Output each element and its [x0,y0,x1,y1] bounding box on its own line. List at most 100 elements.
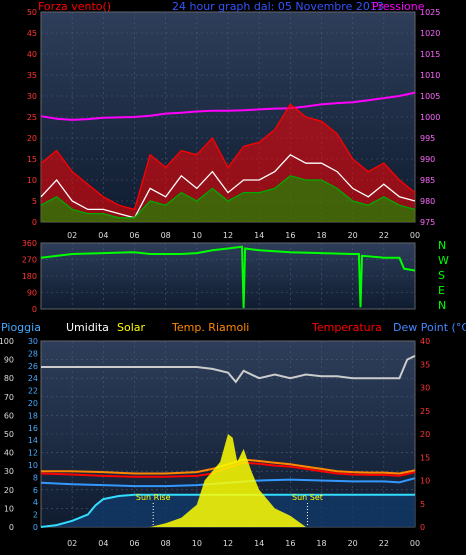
rain-tick: 6 [33,486,38,495]
wind-left-tick: 40 [27,50,37,59]
rain-tick: 2 [33,511,38,520]
legend-solar: Solar [117,321,146,334]
compass-north-bottom: N [438,299,446,312]
wind-x-tick: 02 [67,231,77,240]
wind-left-tick: 10 [27,176,37,185]
wind-x-tick: 16 [285,231,295,240]
temperature-tick: 30 [420,384,430,393]
env-x-tick: 06 [129,539,139,548]
env-x-tick: 14 [254,539,264,548]
pressure-right-tick: 1005 [420,92,440,101]
humidity-tick: 0 [9,523,14,532]
sun-annotation-label: Sun Set [292,493,323,502]
rain-tick: 4 [33,498,38,507]
wind-x-tick: 06 [129,231,139,240]
temperature-tick: 25 [420,407,430,416]
temperature-tick: 10 [420,477,430,486]
pressure-right-tick: 990 [420,155,435,164]
env-x-tick: 20 [348,539,358,548]
env-x-tick: 12 [223,539,233,548]
rain-tick: 24 [28,374,38,383]
direction-left-tick: 360 [22,239,37,248]
series-line-temperatura [40,461,416,478]
legend-umidita: Umidita [66,321,109,334]
wind-x-tick: 04 [98,231,108,240]
wind-x-tick: 10 [192,231,202,240]
pressure-right-tick: 1020 [420,29,440,38]
temperature-tick: 0 [420,523,425,532]
wind-left-tick: 0 [32,218,37,227]
env-x-tick: 00 [410,539,420,548]
direction-series [40,245,416,309]
env-legend: Pioggia Umidita Solar Temp. Riamoli Temp… [1,321,466,334]
rain-tick: 10 [28,461,38,470]
rain-tick: 8 [33,473,38,482]
wind-left-tick: 25 [27,113,37,122]
pressure-right-tick: 975 [420,218,435,227]
legend-temperatura: Temperatura [311,321,382,334]
temperature-tick: 5 [420,500,425,509]
pressure-right-tick: 1010 [420,71,440,80]
temperature-tick: 15 [420,453,430,462]
wind-left-tick: 35 [27,71,37,80]
wind-header-center: 24 hour graph dal: 05 Novembre 2013 [172,0,384,13]
pressure-right-tick: 985 [420,176,435,185]
wind-header-left: Forza vento() [38,0,111,13]
humidity-tick: 100 [0,337,14,346]
temperature-tick: 40 [420,337,430,346]
env-x-tick: 22 [379,539,389,548]
compass-south: S [438,269,445,282]
pressure-right-tick: 995 [420,134,435,143]
wind-x-axis: 02 04 06 08 10 12 14 16 18 20 22 00 [67,231,420,240]
env-x-tick: 08 [161,539,171,548]
series-line-media [40,153,416,219]
series-area-solar [150,434,306,527]
rain-tick: 18 [28,411,38,420]
wind-series [40,91,416,222]
wind-x-tick: 22 [379,231,389,240]
wind-left-tick: 50 [27,8,37,17]
env-x-tick: 16 [285,539,295,548]
pressure-right-tick: 1025 [420,8,440,17]
rain-tick: 12 [28,449,38,458]
humidity-tick: 80 [4,374,14,383]
humidity-tick: 40 [4,449,14,458]
env-x-tick: 02 [67,539,77,548]
sun-annotations: Sun Rise Sun Set [136,493,323,527]
pressure-right-tick: 1015 [420,50,440,59]
compass-east: E [438,284,445,297]
pressure-right-axis: 975 980 985 990 995 1000 1005 1010 1015 1020 1025 [420,8,440,227]
rain-tick: 28 [28,349,38,358]
wind-x-tick: 08 [161,231,171,240]
direction-left-tick: 270 [22,256,37,265]
series-area-velocita [41,175,415,222]
rain-tick: 14 [28,436,38,445]
rain-tick: 30 [28,337,38,346]
humidity-axis: 0 10 20 30 40 50 60 70 80 90 100 [0,337,14,532]
humidity-tick: 50 [4,430,14,439]
direction-left-tick: 90 [27,289,37,298]
series-line-umidita [41,354,416,384]
wind-left-tick: 45 [27,29,37,38]
wind-left-tick: 30 [27,92,37,101]
env-series [40,354,416,528]
humidity-tick: 10 [4,504,14,513]
temperature-tick: 20 [420,430,430,439]
wind-header-right: Pressione [372,0,425,13]
env-x-axis: 02 04 06 08 10 12 14 16 18 20 22 00 [67,539,420,548]
sun-annotation-label: Sun Rise [136,493,171,502]
wind-x-tick: 12 [223,231,233,240]
series-line-velocita [40,175,416,219]
rain-tick: 20 [28,399,38,408]
env-x-tick: 10 [192,539,202,548]
compass-west: W [438,254,449,267]
wind-left-tick: 20 [27,134,37,143]
rain-tick: 16 [28,424,38,433]
rain-tick: 26 [28,362,38,371]
direction-left-axis: 0 90 180 270 360 [22,239,37,314]
env-x-tick: 18 [316,539,326,548]
legend-pioggia: Pioggia [1,321,41,334]
humidity-tick: 60 [4,411,14,420]
